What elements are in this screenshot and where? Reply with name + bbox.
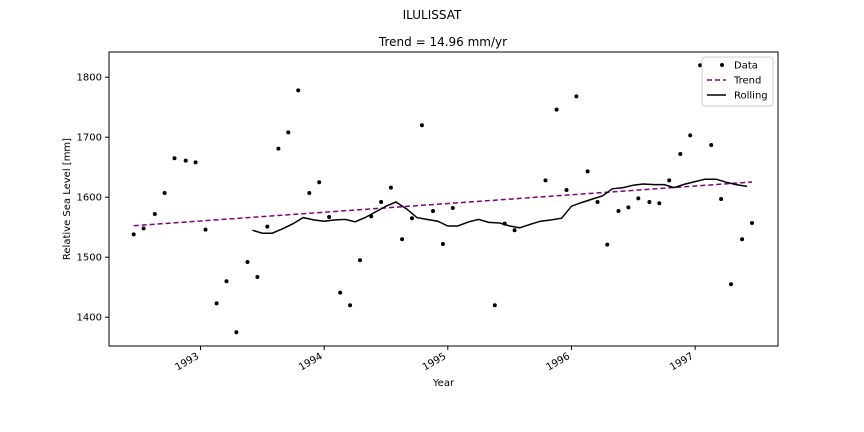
chart-suptitle: ILULISSAT [403, 8, 462, 22]
axes-frame [108, 51, 779, 347]
y-tick-label: 1600 [77, 193, 102, 204]
data-point [667, 178, 672, 183]
y-tick-label: 1400 [77, 313, 102, 324]
data-point [183, 158, 188, 163]
data-point [543, 178, 548, 183]
x-tick-label: 1996 [544, 351, 572, 373]
data-point [245, 260, 250, 264]
data-point [709, 143, 714, 147]
plot-area [131, 63, 754, 335]
legend: Data Trend Rolling [701, 56, 774, 107]
data-point [688, 133, 693, 138]
x-tick-label: 1994 [297, 351, 325, 373]
data-point [224, 279, 229, 284]
data-point [400, 237, 405, 242]
data-point [678, 152, 683, 156]
data-point [450, 206, 455, 210]
data-point [564, 188, 569, 192]
legend-rolling-label: Rolling [734, 91, 768, 102]
y-tick-label: 1700 [77, 133, 102, 144]
data-point [348, 303, 353, 308]
data-point [698, 63, 703, 68]
data-point [647, 200, 652, 204]
data-point [379, 200, 384, 204]
trend-line [133, 181, 753, 227]
legend-box [701, 56, 774, 107]
legend-data-label: Data [734, 61, 758, 72]
data-point [214, 301, 219, 306]
data-point [152, 212, 157, 216]
x-tick-label: 1995 [421, 351, 449, 373]
rolling-line [252, 178, 748, 234]
data-point [574, 94, 579, 99]
data-point [719, 197, 724, 201]
data-point [750, 221, 754, 225]
data-point [388, 185, 393, 190]
data-point [338, 290, 343, 295]
data-point [431, 209, 435, 213]
x-tick-label: 1997 [668, 351, 696, 373]
data-point [317, 180, 322, 185]
data-point [595, 200, 600, 204]
data-point [172, 156, 177, 161]
data-point [141, 226, 146, 231]
data-point [729, 282, 733, 287]
data-point [193, 160, 198, 165]
data-point [410, 216, 414, 221]
data-point [327, 215, 332, 219]
data-point [605, 242, 610, 247]
chart-title: Trend = 14.96 mm/yr [378, 35, 507, 49]
data-point [440, 242, 445, 246]
data-point [234, 330, 239, 335]
data-point [162, 191, 167, 195]
data-point [657, 201, 662, 206]
legend-data-marker [720, 63, 724, 67]
data-point [255, 275, 260, 279]
data-point [626, 205, 631, 210]
y-axis-label: Relative Sea Level [mm] [62, 138, 73, 260]
data-point [636, 196, 641, 201]
data-point [131, 232, 136, 237]
y-axis: 1400 1500 1600 1700 1800 [77, 73, 109, 324]
y-tick-label: 1500 [77, 253, 102, 264]
data-point [419, 123, 424, 128]
data-point [307, 191, 312, 195]
data-point [286, 130, 291, 135]
data-point [492, 303, 497, 308]
x-axis: 1993 1994 1995 1996 1997 [173, 346, 696, 373]
data-point [203, 227, 208, 232]
data-point [276, 146, 281, 151]
data-point [265, 224, 270, 229]
legend-trend-label: Trend [733, 76, 761, 87]
data-point [502, 221, 507, 226]
data-point [740, 237, 745, 242]
data-point [512, 228, 517, 233]
data-point [554, 107, 559, 112]
data-point [296, 88, 301, 93]
data-point [358, 258, 362, 263]
x-tick-label: 1993 [173, 351, 201, 373]
y-tick-label: 1800 [77, 73, 102, 84]
x-axis-label: Year [432, 378, 455, 389]
data-point [369, 214, 374, 219]
data-point [616, 209, 621, 213]
data-point [585, 169, 590, 174]
